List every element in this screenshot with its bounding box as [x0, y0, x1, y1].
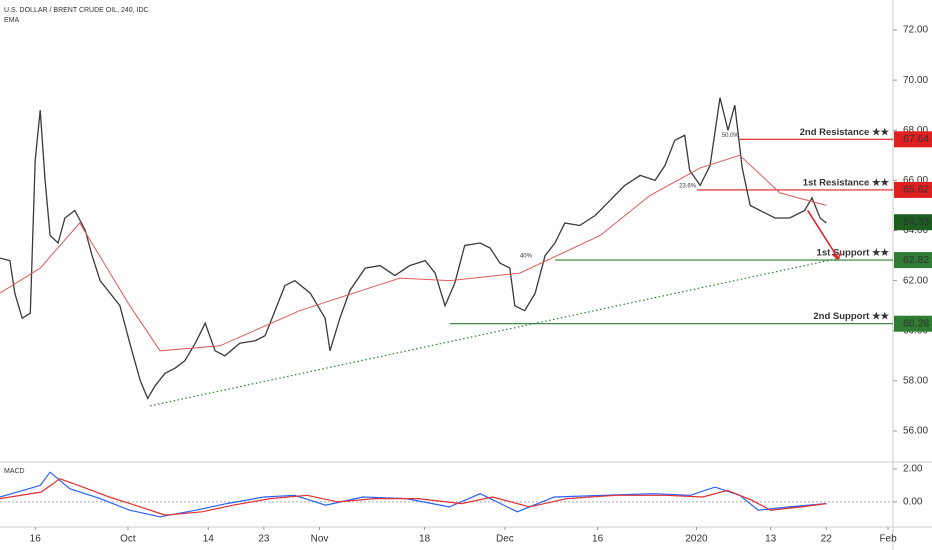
price-tag — [894, 315, 932, 332]
fib-label: 50.0% — [722, 133, 740, 139]
x-tick-label: Feb — [879, 534, 897, 545]
y-tick-label: 72.00 — [903, 25, 928, 36]
level-label: 1st Resistance ★★ — [803, 177, 890, 188]
price-tag — [894, 181, 932, 198]
x-tick-label: 16 — [592, 534, 604, 545]
x-tick-label: Oct — [120, 534, 136, 545]
x-tick-label: 2020 — [685, 534, 708, 545]
x-tick-label: 22 — [821, 534, 833, 545]
y-tick-label: 62.00 — [903, 275, 928, 286]
level-label: 2nd Support ★★ — [813, 311, 889, 322]
trendline — [150, 257, 840, 407]
x-tick-label: 18 — [419, 534, 431, 545]
x-tick-label: Dec — [496, 534, 514, 545]
chart-title: U.S. DOLLAR / BRENT CRUDE OIL, 240, IDC — [4, 7, 149, 14]
fib-label: 40% — [520, 254, 533, 260]
series-line — [0, 471, 827, 518]
level-label: 1st Support ★★ — [817, 248, 890, 259]
x-tick-label: 14 — [203, 534, 215, 545]
last-price-label: 64.33 — [903, 216, 929, 228]
y2-tick-label: 2.00 — [903, 464, 923, 475]
x-tick-label: Nov — [311, 534, 329, 545]
y-tick-label: 56.00 — [903, 426, 928, 437]
indicator-label: EMA — [4, 17, 20, 24]
price-tag-label: 65.62 — [903, 184, 929, 196]
y-tick-label: 58.00 — [903, 375, 928, 386]
x-tick-label: 23 — [258, 534, 270, 545]
price-tag-label: 67.64 — [903, 133, 929, 145]
series-line — [0, 478, 827, 516]
series-line — [0, 97, 827, 400]
y-tick-label: 66.00 — [903, 175, 928, 186]
last-price-tag — [894, 214, 932, 231]
y-tick-label: 68.00 — [903, 125, 928, 136]
x-tick-label: 13 — [765, 534, 777, 545]
series-line — [0, 154, 827, 352]
level-label: 2nd Resistance ★★ — [800, 127, 890, 138]
y-tick-label: 64.00 — [903, 225, 928, 236]
price-tag-label: 60.28 — [903, 317, 929, 329]
arrow — [807, 210, 839, 259]
y2-tick-label: 0.00 — [903, 497, 923, 508]
fib-label: 23.6% — [679, 183, 697, 189]
arrow-head — [831, 251, 842, 261]
price-tag — [894, 252, 932, 269]
price-tag-label: 62.82 — [903, 254, 929, 266]
x-tick-label: 16 — [30, 534, 42, 545]
macd-label: MACD — [4, 468, 25, 475]
y-tick-label: 70.00 — [903, 75, 928, 86]
price-tag — [894, 131, 932, 148]
